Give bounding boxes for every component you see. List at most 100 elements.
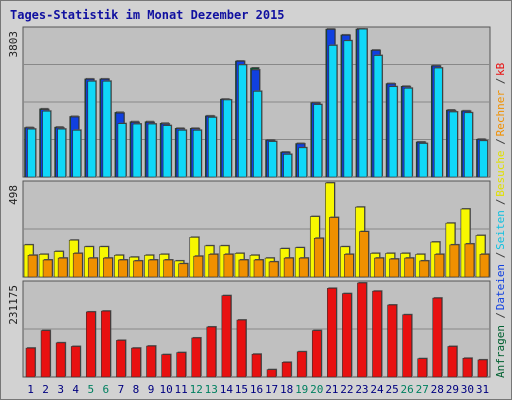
bar-seiten-day-3	[57, 128, 66, 178]
bar-kb-day-8	[131, 347, 141, 378]
bar-seiten-day-21	[328, 45, 338, 178]
bar-kb-day-25	[387, 304, 397, 378]
bar-rechner-day-30	[464, 243, 475, 278]
bar-rechner-day-1	[27, 254, 38, 278]
bar-kb-day-2	[40, 330, 51, 378]
bar-seiten-day-4	[72, 130, 82, 178]
y-max-label-middle: 498	[7, 185, 20, 205]
bar-kb-day-18	[281, 362, 292, 378]
bar-rechner-day-23	[359, 231, 369, 278]
bar-kb-day-3	[55, 342, 66, 378]
legend-separator: /	[494, 138, 507, 145]
bar-rechner-day-8	[133, 260, 143, 278]
bar-rechner-day-15	[238, 259, 249, 278]
bar-kb-day-6	[101, 310, 111, 378]
legend-label-rechner: Rechner	[494, 90, 507, 137]
bar-kb-day-7	[116, 340, 126, 378]
legend-label-kb: kB	[494, 62, 507, 76]
x-tick-label-day-11: 11	[175, 383, 188, 396]
bar-rechner-day-19	[298, 257, 309, 278]
x-tick-label-day-10: 10	[159, 383, 172, 396]
bar-rechner-day-21	[329, 217, 339, 278]
bar-kb-day-5	[85, 311, 96, 378]
bar-seiten-day-26	[403, 87, 413, 178]
bar-rechner-day-14	[223, 254, 234, 278]
bar-kb-day-31	[477, 359, 488, 378]
x-tick-label-day-23: 23	[355, 383, 368, 396]
x-tick-label-day-31: 31	[476, 383, 489, 396]
legend-label-besuche: Besuche	[494, 150, 507, 196]
bar-kb-day-21	[327, 288, 337, 378]
bar-kb-day-1	[25, 347, 36, 378]
x-tick-label-day-5: 5	[87, 383, 94, 396]
bar-rechner-day-12	[193, 255, 204, 278]
x-tick-label-day-19: 19	[295, 383, 308, 396]
bar-kb-day-24	[372, 290, 382, 378]
x-tick-label-day-13: 13	[205, 383, 218, 396]
bar-rechner-day-11	[178, 263, 188, 278]
bar-kb-day-14	[221, 295, 232, 378]
bar-kb-day-13	[206, 326, 217, 378]
x-tick-label-day-15: 15	[235, 383, 248, 396]
x-tick-label-day-26: 26	[401, 383, 414, 396]
bar-rechner-day-3	[57, 257, 68, 278]
x-tick-label-day-22: 22	[340, 383, 353, 396]
bar-seiten-day-5	[87, 80, 97, 178]
bar-kb-day-27	[417, 358, 428, 378]
bar-seiten-day-23	[358, 28, 368, 178]
bar-kb-day-19	[296, 351, 307, 378]
x-tick-label-day-29: 29	[446, 383, 459, 396]
bar-seiten-day-30	[464, 112, 473, 178]
bar-kb-day-9	[146, 345, 156, 378]
bar-seiten-day-2	[42, 110, 51, 178]
bar-rechner-day-20	[313, 238, 324, 278]
bar-rechner-day-22	[344, 254, 354, 278]
bar-seiten-day-9	[147, 123, 157, 178]
x-tick-label-day-9: 9	[148, 383, 155, 396]
bar-rechner-day-16	[253, 259, 264, 278]
bar-kb-day-16	[251, 353, 262, 378]
bar-seiten-day-8	[132, 123, 142, 178]
legend-separator: /	[494, 198, 507, 205]
bar-rechner-day-10	[163, 259, 173, 278]
y-max-label-bottom: 231175	[7, 285, 20, 325]
bar-seiten-day-25	[388, 86, 398, 178]
bar-seiten-day-16	[253, 91, 262, 178]
bar-kb-day-26	[402, 314, 412, 378]
x-tick-label-day-12: 12	[190, 383, 203, 396]
bar-rechner-day-18	[283, 257, 294, 278]
bar-kb-day-30	[462, 357, 473, 378]
x-tick-label-day-30: 30	[461, 383, 474, 396]
bar-rechner-day-26	[404, 257, 414, 278]
bar-seiten-day-7	[117, 123, 127, 178]
bar-rechner-day-9	[148, 259, 158, 278]
x-tick-label-day-28: 28	[431, 383, 444, 396]
bar-seiten-day-18	[283, 154, 292, 178]
legend-label-dateien: Dateien	[494, 264, 507, 310]
bar-rechner-day-28	[434, 254, 445, 278]
bar-kb-day-12	[191, 337, 202, 378]
bar-kb-day-15	[236, 319, 247, 378]
bar-rechner-day-6	[103, 257, 113, 278]
x-tick-label-day-20: 20	[310, 383, 323, 396]
bar-kb-day-29	[447, 346, 458, 378]
x-tick-label-day-27: 27	[416, 383, 429, 396]
bar-rechner-day-29	[449, 244, 460, 278]
chart-title: Tages-Statistik im Monat Dezember 2015	[10, 8, 285, 22]
bar-seiten-day-17	[268, 141, 277, 178]
legend-label-seiten: Seiten	[494, 210, 507, 250]
bar-rechner-day-25	[389, 258, 399, 278]
x-tick-label-day-6: 6	[103, 383, 110, 396]
bar-seiten-day-19	[298, 147, 307, 178]
x-tick-label-day-14: 14	[220, 383, 234, 396]
bar-seiten-day-29	[449, 111, 458, 178]
bar-seiten-day-11	[177, 130, 187, 178]
bar-seiten-day-15	[238, 64, 247, 178]
x-tick-label-day-4: 4	[72, 383, 79, 396]
bar-seiten-day-14	[223, 99, 232, 178]
y-max-label-top: 3803	[7, 31, 20, 58]
legend-label-anfragen: Anfragen	[494, 325, 507, 378]
bar-rechner-day-13	[208, 254, 219, 278]
bar-seiten-day-22	[343, 40, 353, 178]
bar-rechner-day-2	[42, 259, 53, 278]
